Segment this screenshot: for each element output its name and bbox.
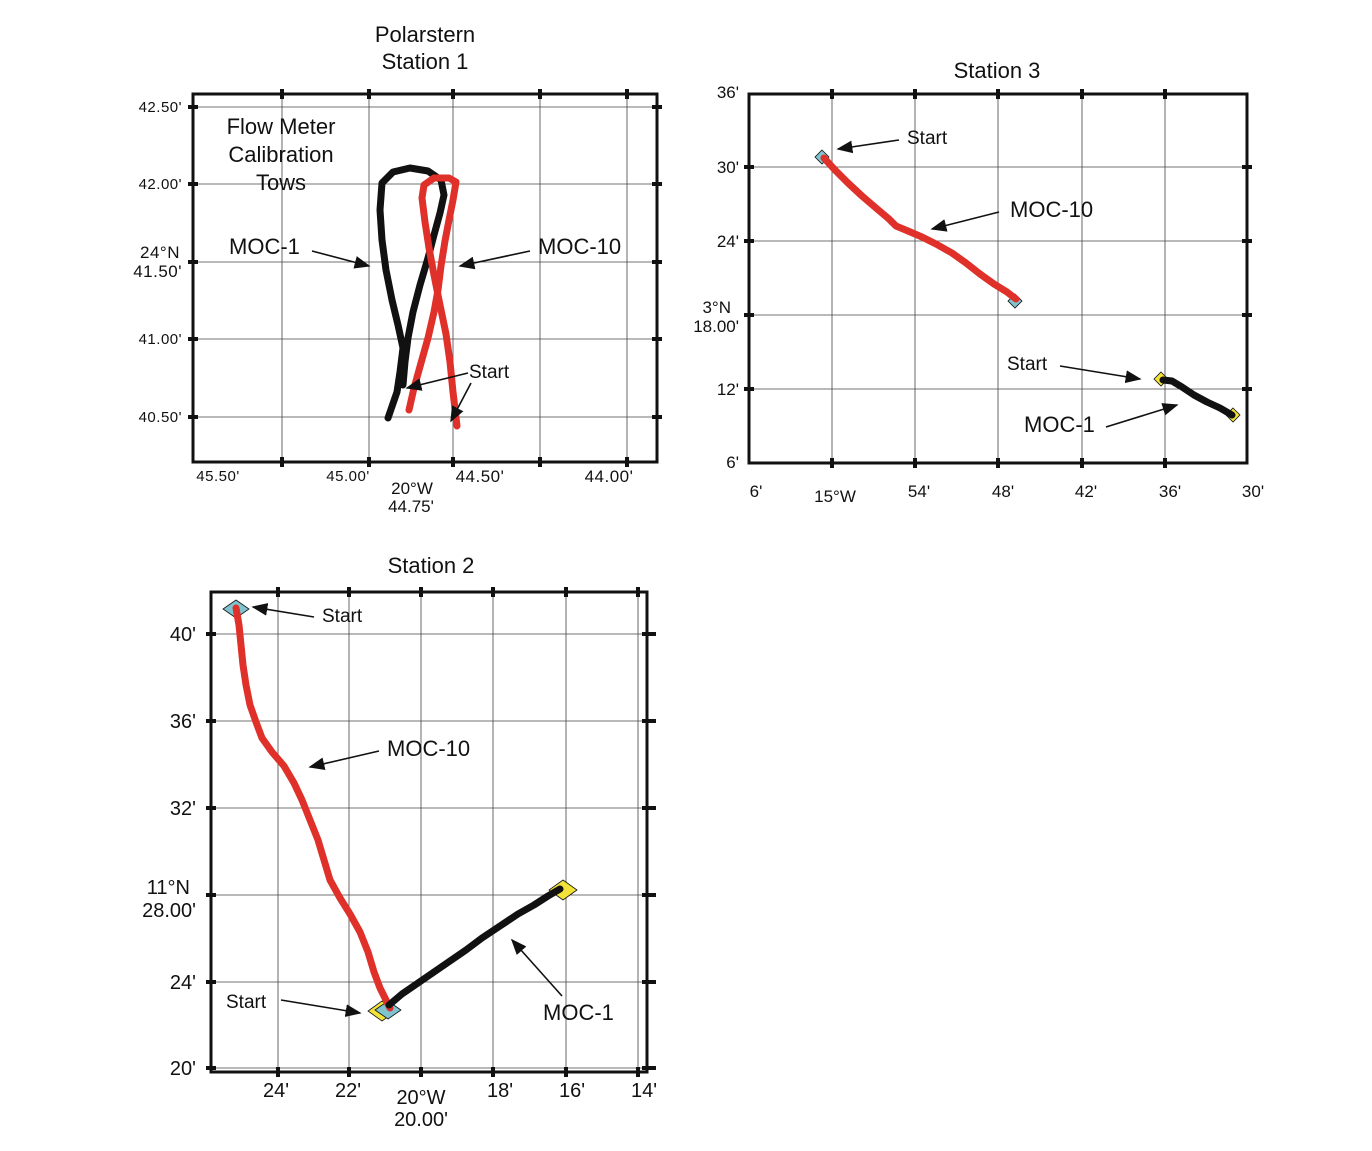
station3-x-tick: 36' [1159,482,1181,501]
station3-moc10-label: MOC-10 [1010,197,1093,222]
station2-y-tick: 40' [170,624,196,646]
station3-x-center: 15°W [814,487,856,506]
station1-moc1-track [376,164,448,422]
station2-start-label-moc1: Start [226,992,267,1013]
station1-note-line1: Flow Meter [227,114,336,139]
station3-y-tick: 6' [726,453,739,472]
station2-y-tick: 32' [170,798,196,820]
station2-y-tick: 20' [170,1058,196,1080]
station3-moc10-track [820,154,1020,303]
station1-y-tick: 41.00' [139,331,182,348]
station3-grid [749,94,1247,463]
station3-title: Station 3 [954,58,1041,83]
station1-x-center-top: 20°W [391,479,433,498]
station2-moc10-arrow [308,750,380,770]
station2-x-center-bottom: 20.00' [394,1109,448,1131]
station2-y-tick: 24' [170,972,196,994]
station1-x-tick: 44.50' [456,467,505,486]
station3-x-tick: 6' [750,482,763,501]
station2-start-label-moc10: Start [322,606,363,627]
station3-y-tick: 30' [717,158,739,177]
station1-title-line2: Station 1 [382,49,469,74]
station2-x-tick: 14' [631,1080,657,1102]
station1-x-center-bottom: 44.75' [388,497,434,516]
station3-y-center-top: 3°N [702,298,731,317]
station3-start-arrow-moc10 [836,139,900,154]
station1-note-line2: Calibration [228,142,333,167]
station1-frame [191,92,659,464]
station1-y-tick: 40.50' [139,409,182,426]
station3-panel: Station 3 36' 30' 24' 3°N 1 [693,58,1264,506]
station2-y-center-bottom: 28.00' [142,900,196,922]
station3-moc1-track [1159,376,1236,419]
station1-x-tick: 44.00' [585,467,634,486]
station2-frame [209,590,649,1074]
station2-start-arrow-moc10 [251,603,315,618]
station3-x-tick: 48' [992,482,1014,501]
station2-x-tick: 22' [335,1080,361,1102]
station2-moc1-track [385,885,564,1009]
station3-x-tick: 30' [1242,482,1264,501]
station1-panel: Polarstern Station 1 42.5 [133,22,662,516]
station3-start-label-moc10: Start [907,128,948,149]
station2-grid [211,592,647,1072]
station3-moc1-arrow [1105,403,1179,428]
station2-y-tick: 36' [170,711,196,733]
station1-y-center-bottom: 41.50' [133,262,182,281]
station1-y-tick: 42.00' [139,176,182,193]
station1-y-tick: 42.50' [139,99,182,116]
station3-start-label-moc1: Start [1007,354,1048,375]
station1-moc10-arrow [458,250,531,270]
station1-moc10-label: MOC-10 [538,234,621,259]
station3-x-tick: 54' [908,482,930,501]
station3-x-tick: 42' [1075,482,1097,501]
station3-ticks [744,89,1252,468]
station1-x-tick: 45.50' [196,468,239,485]
station1-start-arrow-moc1 [405,372,469,391]
station1-x-tick: 45.00' [326,468,369,485]
station1-moc1-label: MOC-1 [229,234,300,259]
station3-y-tick: 24' [717,232,739,251]
station2-x-center-top: 20°W [396,1087,445,1109]
station1-note-line3: Tows [256,170,306,195]
station1-y-center-top: 24°N [140,243,180,262]
station2-x-tick: 24' [263,1080,289,1102]
station1-start-arrow-moc10 [450,382,472,423]
station3-start-arrow-moc1 [1059,365,1142,384]
station2-moc10-track [232,604,394,1012]
station1-title-line1: Polarstern [375,22,475,47]
station2-x-tick: 16' [559,1080,585,1102]
station3-moc1-label: MOC-1 [1024,412,1095,437]
station2-title: Station 2 [388,553,475,578]
station2-start-arrow-moc1 [280,999,362,1017]
station3-moc10-arrow [930,211,1000,232]
station2-y-center-top: 11°N [147,877,190,899]
station1-start-label: Start [469,362,510,383]
station3-y-center-bottom: 18.00' [693,317,739,336]
station1-moc1-arrow [311,250,371,269]
station2-x-tick: 18' [487,1080,513,1102]
station2-moc1-label: MOC-1 [543,1000,614,1025]
station3-y-tick: 36' [717,83,739,102]
station3-y-tick: 12' [717,380,739,399]
station2-ticks [206,587,656,1077]
station2-moc1-arrow [510,938,563,997]
station1-moc10-track [405,174,461,430]
station1-ticks [188,89,662,467]
station2-moc10-label: MOC-10 [387,736,470,761]
station2-panel: Station 2 [142,553,657,1131]
